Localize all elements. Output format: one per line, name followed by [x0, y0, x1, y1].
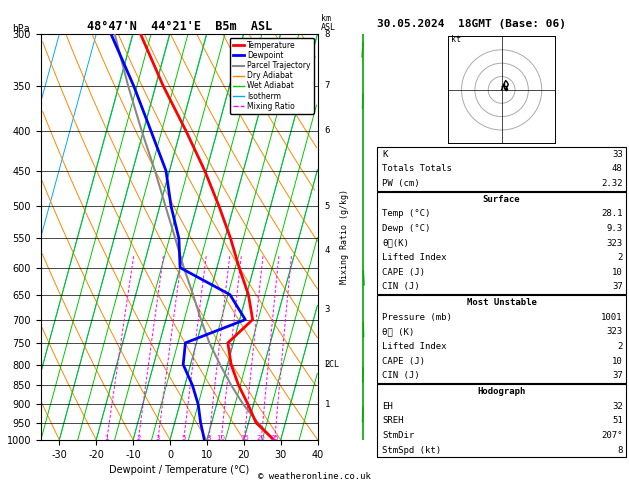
Text: StmDir: StmDir — [382, 431, 415, 440]
Text: 33: 33 — [612, 150, 623, 158]
Text: 25: 25 — [270, 435, 279, 441]
Text: 323: 323 — [606, 328, 623, 336]
Text: 2: 2 — [617, 253, 623, 262]
Text: 8: 8 — [325, 30, 330, 38]
Text: kt: kt — [451, 35, 461, 44]
Text: StmSpd (kt): StmSpd (kt) — [382, 446, 442, 454]
Text: © weatheronline.co.uk: © weatheronline.co.uk — [258, 472, 371, 481]
Legend: Temperature, Dewpoint, Parcel Trajectory, Dry Adiabat, Wet Adiabat, Isotherm, Mi: Temperature, Dewpoint, Parcel Trajectory… — [230, 38, 314, 114]
Text: 2: 2 — [617, 342, 623, 351]
Text: 1: 1 — [325, 400, 330, 409]
Text: 1: 1 — [104, 435, 109, 441]
Text: 8: 8 — [617, 446, 623, 454]
Text: θᴄ(K): θᴄ(K) — [382, 239, 409, 247]
Text: 9.3: 9.3 — [606, 224, 623, 233]
Text: EH: EH — [382, 402, 393, 411]
Text: 207°: 207° — [601, 431, 623, 440]
Text: Dewp (°C): Dewp (°C) — [382, 224, 431, 233]
Text: Lifted Index: Lifted Index — [382, 253, 447, 262]
Title: 48°47'N  44°21'E  B5m  ASL: 48°47'N 44°21'E B5m ASL — [87, 20, 272, 33]
Text: 2: 2 — [136, 435, 140, 441]
Text: 48: 48 — [612, 164, 623, 173]
Text: PW (cm): PW (cm) — [382, 179, 420, 188]
Text: 20: 20 — [257, 435, 265, 441]
Text: CAPE (J): CAPE (J) — [382, 357, 425, 365]
Text: Hodograph: Hodograph — [477, 387, 526, 396]
Text: hPa: hPa — [13, 24, 30, 34]
Text: 37: 37 — [612, 282, 623, 291]
Text: 2.32: 2.32 — [601, 179, 623, 188]
X-axis label: Dewpoint / Temperature (°C): Dewpoint / Temperature (°C) — [109, 465, 249, 475]
Text: θᴄ (K): θᴄ (K) — [382, 328, 415, 336]
Text: Lifted Index: Lifted Index — [382, 342, 447, 351]
Text: K: K — [382, 150, 388, 158]
Text: km
ASL: km ASL — [321, 14, 336, 32]
Text: 5: 5 — [182, 435, 186, 441]
Text: Mixing Ratio (g/kg): Mixing Ratio (g/kg) — [340, 190, 348, 284]
Text: 7: 7 — [325, 82, 330, 90]
Text: 10: 10 — [216, 435, 226, 441]
Text: Pressure (mb): Pressure (mb) — [382, 313, 452, 322]
Text: 1001: 1001 — [601, 313, 623, 322]
Text: 6: 6 — [325, 126, 330, 136]
Text: 15: 15 — [240, 435, 248, 441]
Text: 5: 5 — [325, 202, 330, 211]
Text: Most Unstable: Most Unstable — [467, 298, 537, 307]
Text: CIN (J): CIN (J) — [382, 282, 420, 291]
Text: 37: 37 — [612, 371, 623, 380]
Text: SREH: SREH — [382, 417, 404, 425]
Text: 10: 10 — [612, 268, 623, 277]
Text: Temp (°C): Temp (°C) — [382, 209, 431, 218]
Text: 10: 10 — [612, 357, 623, 365]
Text: 323: 323 — [606, 239, 623, 247]
Text: 32: 32 — [612, 402, 623, 411]
Text: CIN (J): CIN (J) — [382, 371, 420, 380]
Text: CAPE (J): CAPE (J) — [382, 268, 425, 277]
Text: 51: 51 — [612, 417, 623, 425]
Text: 3: 3 — [325, 305, 330, 314]
Text: 28.1: 28.1 — [601, 209, 623, 218]
Text: LCL: LCL — [325, 360, 340, 369]
Text: 30.05.2024  18GMT (Base: 06): 30.05.2024 18GMT (Base: 06) — [377, 19, 566, 29]
Text: Surface: Surface — [483, 195, 520, 204]
Text: 2: 2 — [325, 360, 330, 369]
Text: 4: 4 — [325, 246, 330, 255]
Text: 8: 8 — [206, 435, 211, 441]
Text: Totals Totals: Totals Totals — [382, 164, 452, 173]
Text: 3: 3 — [155, 435, 160, 441]
